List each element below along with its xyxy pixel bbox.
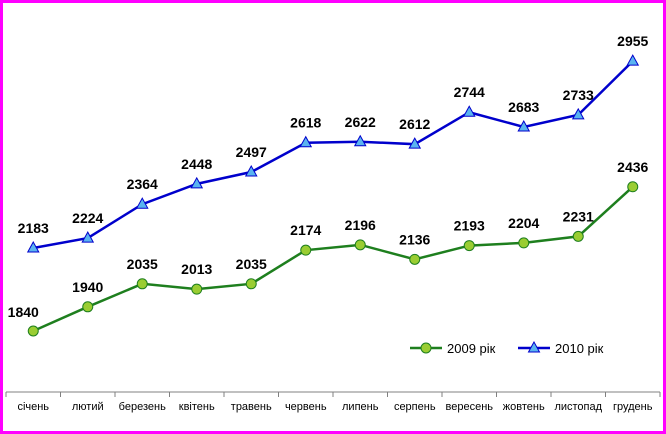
data-point [627,181,639,193]
x-tick-label: січень [17,401,49,413]
data-point [26,240,40,253]
data-label: 2744 [454,84,485,100]
data-label: 2196 [345,217,376,233]
data-point [299,135,313,148]
data-label: 1840 [8,304,39,320]
data-label: 2618 [290,115,321,131]
x-tick-label: червень [285,401,327,413]
data-label: 2622 [345,114,376,130]
data-label: 2136 [399,231,430,247]
x-tick-label: лютий [72,401,104,413]
data-point [136,278,148,290]
legend-marker [527,340,541,353]
data-label: 2436 [617,159,648,175]
data-point [27,325,39,337]
series-0 [27,181,639,337]
data-point [300,244,312,256]
series-1 [26,54,640,253]
x-tick-label: вересень [446,401,494,413]
data-point [81,231,95,243]
data-point [571,107,585,120]
legend-label: 2009 рік [447,341,496,356]
data-label: 2193 [454,218,485,234]
data-label: 2364 [127,176,158,192]
x-tick-label: травень [231,401,272,413]
legend-label: 2010 рік [555,341,604,356]
data-point [517,119,531,132]
data-point [244,164,258,177]
data-point [190,176,204,189]
data-point [82,301,94,313]
data-label: 2035 [236,256,267,272]
data-label: 2955 [617,33,648,49]
data-point [409,253,421,265]
data-point [462,105,476,117]
data-point [626,54,640,66]
data-point [191,283,203,295]
data-label: 2224 [72,210,103,226]
series-line [32,185,634,333]
data-point [135,197,149,209]
legend-item: 2009 рік [410,341,496,356]
data-label: 2204 [508,215,539,231]
x-tick-label: листопад [554,401,602,413]
x-tick-label: жовтень [503,401,545,413]
x-tick-label: квітень [179,401,215,413]
data-label: 2497 [236,144,267,160]
data-label: 2183 [18,220,49,236]
data-label: 2733 [563,87,594,103]
data-label: 2035 [127,256,158,272]
data-point [463,240,475,252]
x-tick-label: грудень [613,401,653,413]
data-label: 2231 [563,208,594,224]
data-label: 1940 [72,279,103,295]
data-point [353,134,367,147]
legend: 2009 рік 2010 рік [410,340,604,356]
data-point [354,239,366,251]
x-tick-label: березень [119,401,166,413]
series-line [33,60,634,250]
x-tick-label: липень [342,401,379,413]
x-tick-label: серпень [394,401,436,413]
data-label: 2448 [181,156,212,172]
legend-marker [420,342,432,354]
data-label: 2612 [399,116,430,132]
legend-item: 2010 рік [518,340,604,356]
data-label: 2174 [290,222,321,238]
data-point [408,137,422,149]
data-point [518,237,530,249]
data-label: 2013 [181,261,212,277]
data-point [245,278,257,290]
data-point [572,230,584,242]
data-label: 2683 [508,99,539,115]
